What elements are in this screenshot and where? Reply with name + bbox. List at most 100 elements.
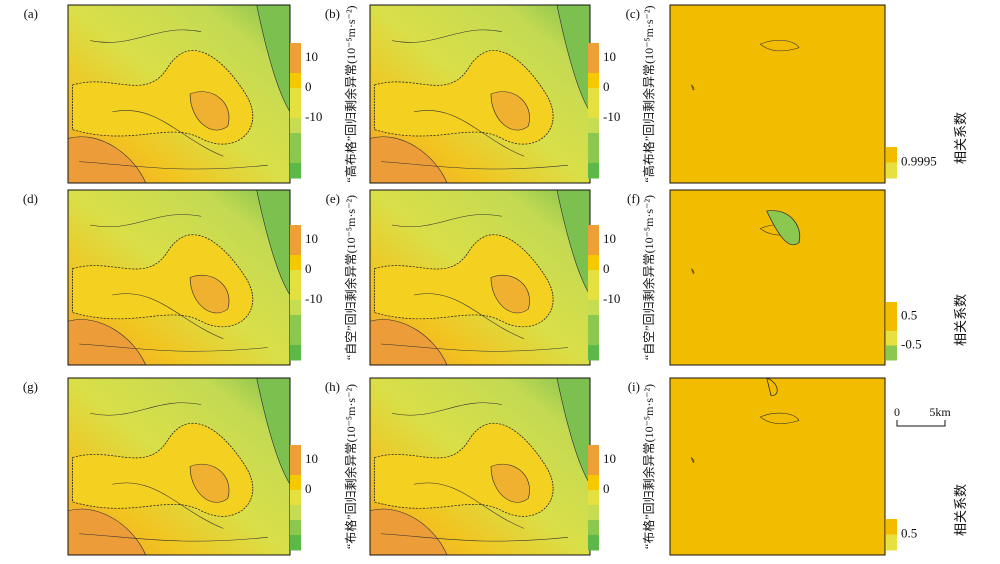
colorbar-cell — [290, 315, 301, 331]
colorbar-tick-label: 0 — [603, 261, 610, 276]
colorbar-tick-label: 10 — [305, 451, 318, 466]
panel-label: (d) — [23, 191, 38, 206]
map-frame — [669, 377, 886, 556]
colorbar-title: 相关系数 — [953, 294, 968, 346]
colorbar-cell — [588, 315, 599, 331]
scale-bar — [896, 420, 946, 427]
map — [369, 377, 591, 556]
colorbar-cell — [290, 490, 301, 506]
colorbar-cell — [588, 445, 599, 461]
map — [369, 4, 591, 184]
colorbar-cell — [588, 240, 599, 256]
colorbar-tick-label: 10 — [603, 49, 616, 64]
colorbar-cell — [588, 300, 599, 316]
map-field — [369, 4, 591, 184]
colorbar-tick-label: 0.9995 — [901, 153, 937, 168]
colorbar-cell — [290, 103, 301, 119]
colorbar-cell — [886, 345, 897, 361]
colorbar-cell — [290, 73, 301, 89]
map-field — [369, 189, 591, 366]
colorbar-cell — [886, 331, 897, 346]
colorbar-cell — [290, 225, 301, 241]
map — [67, 189, 291, 366]
anomaly-spot — [766, 377, 778, 397]
map — [369, 189, 591, 366]
map-field — [669, 377, 886, 556]
colorbar-tick-label: -10 — [305, 291, 322, 306]
panel-label: (f) — [627, 191, 640, 206]
map-field — [67, 4, 291, 184]
map — [669, 377, 886, 556]
colorbar-cell — [290, 240, 301, 256]
map-field — [67, 189, 291, 366]
colorbar-cell — [290, 345, 301, 361]
scale-label: 0 — [894, 405, 900, 419]
colorbar-cell — [588, 163, 599, 179]
colorbar-tick-label: 0 — [603, 481, 610, 496]
colorbar-cell — [290, 460, 301, 476]
colorbar-cell — [290, 475, 301, 491]
colorbar-tick-label: -10 — [603, 291, 620, 306]
colorbar-cell — [588, 475, 599, 491]
colorbar-cell — [588, 118, 599, 134]
colorbar-cell — [290, 58, 301, 74]
colorbar-tick-label: 10 — [603, 451, 616, 466]
colorbar-cell — [290, 270, 301, 286]
side-label: “布格”回归剩余异常(10⁻⁵m·s⁻²) — [641, 384, 656, 549]
colorbar-cell — [588, 43, 599, 59]
colorbar-cell — [588, 148, 599, 164]
colorbar-tick-label: -0.5 — [901, 336, 922, 351]
colorbar-cell — [886, 316, 897, 332]
map — [67, 377, 291, 556]
scale-label: 5km — [929, 405, 951, 419]
colorbar-tick-label: 0 — [603, 79, 610, 94]
map — [669, 189, 886, 366]
map — [669, 4, 886, 184]
colorbar-cell — [588, 345, 599, 361]
colorbar-cell — [588, 330, 599, 346]
colorbar-cell — [588, 73, 599, 89]
panel-label: (a) — [24, 6, 38, 21]
colorbar-cell — [588, 490, 599, 506]
colorbar-tick-label: -10 — [603, 109, 620, 124]
anomaly-spot — [766, 210, 801, 245]
map-frame — [669, 189, 886, 366]
colorbar-cell — [588, 255, 599, 271]
colorbar-tick-label: 0.5 — [901, 307, 917, 322]
colorbar-cell — [588, 535, 599, 551]
panel-label: (e) — [326, 191, 340, 206]
colorbar-cell — [290, 118, 301, 134]
colorbar-tick-label: 10 — [603, 231, 616, 246]
colorbar-cell — [588, 133, 599, 149]
colorbar-tick-label: 10 — [305, 231, 318, 246]
colorbar-cell — [290, 133, 301, 149]
panel-label: (h) — [325, 379, 340, 394]
colorbar-cell — [290, 445, 301, 461]
colorbar-cell — [290, 285, 301, 301]
colorbar-tick-label: 10 — [305, 49, 318, 64]
colorbar-cell — [290, 520, 301, 536]
colorbar-cell — [290, 300, 301, 316]
colorbar-title: 相关系数 — [953, 484, 968, 536]
side-label: “自空”回归剩余异常(10⁻⁵m·s⁻²) — [641, 195, 656, 360]
colorbar-cell — [588, 225, 599, 241]
map-field — [369, 377, 591, 556]
colorbar-cell — [588, 58, 599, 74]
side-label: “布格”回归剩余异常(10⁻⁵m·s⁻²) — [343, 384, 358, 549]
colorbar-cell — [886, 147, 897, 163]
colorbar-cell — [588, 460, 599, 476]
colorbar-tick-label: 0 — [305, 481, 312, 496]
colorbar-cell — [886, 534, 897, 551]
map-field — [67, 377, 291, 556]
map-frame — [669, 4, 886, 184]
colorbar-cell — [588, 270, 599, 286]
colorbar-cell — [290, 163, 301, 179]
colorbar-cell — [588, 103, 599, 119]
colorbar-tick-label: -10 — [305, 109, 322, 124]
panel-label: (g) — [23, 379, 38, 394]
colorbar-cell — [290, 43, 301, 59]
panel-label: (b) — [325, 6, 340, 21]
colorbar-cell — [588, 520, 599, 536]
side-label: “高布格”回归剩余异常(10⁻⁵m·s⁻²) — [641, 5, 656, 182]
colorbar-tick-label: 0 — [305, 261, 312, 276]
